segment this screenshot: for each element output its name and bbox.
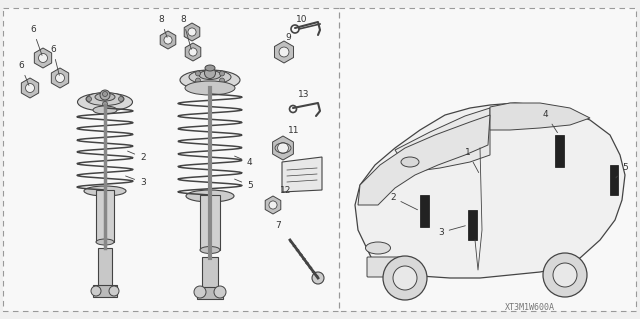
Text: 11: 11 bbox=[288, 126, 300, 135]
Text: 3: 3 bbox=[125, 176, 146, 187]
Polygon shape bbox=[184, 23, 200, 41]
FancyBboxPatch shape bbox=[367, 257, 404, 277]
FancyBboxPatch shape bbox=[610, 165, 618, 195]
FancyBboxPatch shape bbox=[202, 257, 218, 289]
Circle shape bbox=[393, 266, 417, 290]
Text: 8: 8 bbox=[180, 15, 191, 49]
Ellipse shape bbox=[84, 186, 126, 196]
Text: 10: 10 bbox=[296, 15, 307, 24]
Circle shape bbox=[195, 71, 200, 76]
Text: XT3M1W600A: XT3M1W600A bbox=[505, 303, 555, 313]
Text: 3: 3 bbox=[438, 226, 465, 237]
Circle shape bbox=[220, 71, 225, 76]
FancyBboxPatch shape bbox=[3, 8, 338, 311]
Text: 5: 5 bbox=[616, 163, 628, 178]
Polygon shape bbox=[160, 31, 176, 49]
FancyBboxPatch shape bbox=[338, 8, 636, 311]
Polygon shape bbox=[21, 78, 38, 98]
Polygon shape bbox=[35, 48, 52, 68]
Circle shape bbox=[188, 28, 196, 36]
Ellipse shape bbox=[198, 287, 222, 296]
Circle shape bbox=[269, 201, 277, 209]
Ellipse shape bbox=[95, 93, 115, 101]
Circle shape bbox=[189, 48, 197, 56]
Circle shape bbox=[195, 78, 200, 83]
FancyBboxPatch shape bbox=[96, 190, 114, 242]
Polygon shape bbox=[275, 41, 294, 63]
Text: 7: 7 bbox=[275, 221, 281, 230]
Ellipse shape bbox=[96, 239, 114, 245]
Text: 6: 6 bbox=[50, 45, 60, 75]
Text: 6: 6 bbox=[30, 25, 42, 56]
Text: 2: 2 bbox=[127, 151, 146, 162]
Circle shape bbox=[214, 286, 226, 298]
Circle shape bbox=[118, 97, 124, 101]
Polygon shape bbox=[355, 103, 625, 278]
Ellipse shape bbox=[180, 70, 240, 90]
Polygon shape bbox=[51, 68, 68, 88]
Text: 4: 4 bbox=[543, 110, 557, 133]
Bar bbox=[3, 8, 339, 311]
FancyBboxPatch shape bbox=[468, 210, 477, 240]
Circle shape bbox=[86, 97, 92, 101]
Circle shape bbox=[109, 286, 119, 296]
Polygon shape bbox=[185, 43, 201, 61]
Text: 2: 2 bbox=[390, 193, 417, 210]
Ellipse shape bbox=[94, 286, 116, 294]
FancyBboxPatch shape bbox=[200, 195, 220, 250]
Ellipse shape bbox=[200, 247, 220, 254]
Circle shape bbox=[56, 73, 65, 83]
Ellipse shape bbox=[86, 93, 124, 106]
FancyBboxPatch shape bbox=[555, 135, 564, 167]
Ellipse shape bbox=[185, 81, 235, 95]
Circle shape bbox=[279, 47, 289, 57]
Ellipse shape bbox=[186, 190, 234, 202]
Circle shape bbox=[312, 272, 324, 284]
Circle shape bbox=[38, 54, 47, 63]
Ellipse shape bbox=[93, 106, 117, 114]
Text: 13: 13 bbox=[298, 90, 310, 99]
Circle shape bbox=[100, 90, 110, 100]
Ellipse shape bbox=[365, 242, 390, 254]
Polygon shape bbox=[490, 103, 590, 130]
FancyBboxPatch shape bbox=[98, 248, 112, 288]
Polygon shape bbox=[395, 108, 490, 172]
Circle shape bbox=[278, 143, 289, 153]
Circle shape bbox=[91, 286, 101, 296]
Text: 6: 6 bbox=[18, 61, 29, 85]
Text: 8: 8 bbox=[158, 15, 167, 37]
Bar bbox=[339, 8, 636, 311]
Text: 12: 12 bbox=[280, 186, 291, 195]
FancyBboxPatch shape bbox=[197, 287, 223, 299]
Circle shape bbox=[220, 78, 225, 83]
Ellipse shape bbox=[205, 65, 215, 71]
FancyBboxPatch shape bbox=[420, 195, 429, 227]
Polygon shape bbox=[282, 157, 322, 192]
Circle shape bbox=[102, 92, 108, 97]
Circle shape bbox=[26, 84, 35, 93]
FancyBboxPatch shape bbox=[93, 285, 117, 297]
Polygon shape bbox=[265, 196, 281, 214]
Polygon shape bbox=[358, 115, 490, 205]
Text: 1: 1 bbox=[465, 148, 479, 173]
Text: 4: 4 bbox=[235, 156, 253, 167]
Polygon shape bbox=[273, 136, 293, 160]
Ellipse shape bbox=[77, 93, 132, 111]
Circle shape bbox=[164, 36, 172, 44]
Text: 5: 5 bbox=[235, 179, 253, 190]
Circle shape bbox=[383, 256, 427, 300]
Circle shape bbox=[543, 253, 587, 297]
Circle shape bbox=[205, 68, 216, 78]
Ellipse shape bbox=[189, 70, 231, 84]
Ellipse shape bbox=[401, 157, 419, 167]
Circle shape bbox=[553, 263, 577, 287]
Circle shape bbox=[102, 101, 108, 107]
Text: 9: 9 bbox=[285, 33, 291, 42]
Ellipse shape bbox=[199, 70, 221, 79]
Circle shape bbox=[194, 286, 206, 298]
